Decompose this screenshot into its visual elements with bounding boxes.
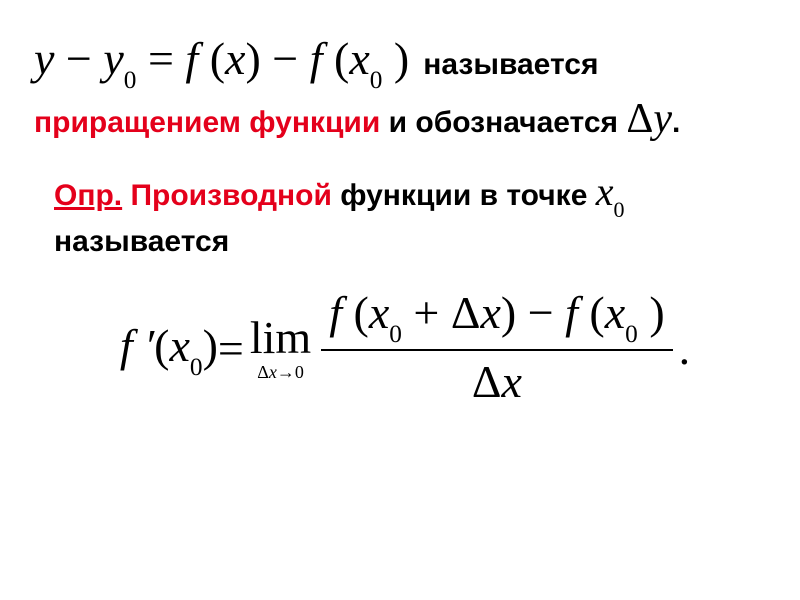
definition-text: Опр. Производной функции в точке x0 [54,165,776,222]
var-y: y [34,33,54,84]
var-fprime: f ′ [120,320,154,371]
arrow-icon: → [277,362,295,382]
var-x: x [269,362,277,382]
numerator: f (x0 + Δx) − f (x0 ) [321,288,672,349]
delta-icon: Δ [626,96,653,142]
derivative-formula: f ′(x0) = lim Δx→0 f (x0 + Δx) − f (x0 )… [24,288,776,408]
rparen: ) [382,33,409,84]
num-zero: 0 [295,362,304,382]
delta-y-symbol: Δy [626,96,672,142]
f-prime: f ′(x0) [120,319,218,378]
var-y: y [653,96,672,142]
rparen: ) [638,287,665,338]
increment-formula: y − y0 = f (x) − f (x0 ) [34,32,409,91]
text-increment-red: приращением функции [34,106,380,139]
var-x0: x [170,320,190,371]
var-x: x [225,33,245,84]
sub-0: 0 [389,320,402,348]
op-minus: − [516,287,565,338]
text-called: называется [54,222,776,263]
sub-0: 0 [124,66,137,94]
x0-symbol: x0 [596,169,625,214]
denominator: Δx [464,351,530,408]
text-derivative-red: Производной [122,179,332,212]
delta-icon: Δ [472,356,502,407]
fn-f: f [310,33,334,84]
var-x0: x [349,33,369,84]
op-eq: = [218,322,244,375]
lparen: ( [353,287,368,338]
derivative-definition-block: Опр. Производной функции в точке x0 назы… [24,165,776,262]
increment-line2: приращением функции и обозначается Δy. [34,95,776,143]
fraction: f (x0 + Δx) − f (x0 ) Δx [321,288,672,408]
fn-f: f [185,33,209,84]
label-opr: Опр. [54,179,122,212]
var-y0: y [103,33,123,84]
op-minus: − [261,33,310,84]
op-eq: = [136,33,185,84]
text-called: называется [423,48,598,82]
var-x: x [596,169,614,214]
delta-icon: Δ [451,287,481,338]
rparen: ) [501,287,516,338]
limit-operator: lim Δx→0 [250,315,311,381]
lparen: ( [210,33,225,84]
op-minus: − [54,33,103,84]
lparen: ( [334,33,349,84]
var-x0: x [369,287,389,338]
delta-icon: Δ [257,362,269,382]
var-x: x [480,287,500,338]
text-denoted: и обозначается [380,106,626,139]
text-of-function: функции в точке [332,179,596,212]
increment-definition-block: y − y0 = f (x) − f (x0 ) называется прир… [24,32,776,143]
fn-f: f [329,287,353,338]
sub-0: 0 [370,66,383,94]
sub-0: 0 [613,197,624,222]
rparen: ) [245,33,260,84]
fn-f: f [565,287,589,338]
var-x0: x [605,287,625,338]
op-plus: + [402,287,451,338]
var-x: x [502,356,522,407]
lim-subscript: Δx→0 [257,363,304,381]
lim-text: lim [250,315,311,361]
lparen: ( [589,287,604,338]
lparen: ( [154,320,169,371]
period: . [679,322,691,375]
rparen: ) [203,320,218,371]
sub-0: 0 [625,320,638,348]
increment-line1: y − y0 = f (x) − f (x0 ) называется [34,32,776,91]
sub-0: 0 [190,353,203,381]
period: . [672,106,680,139]
